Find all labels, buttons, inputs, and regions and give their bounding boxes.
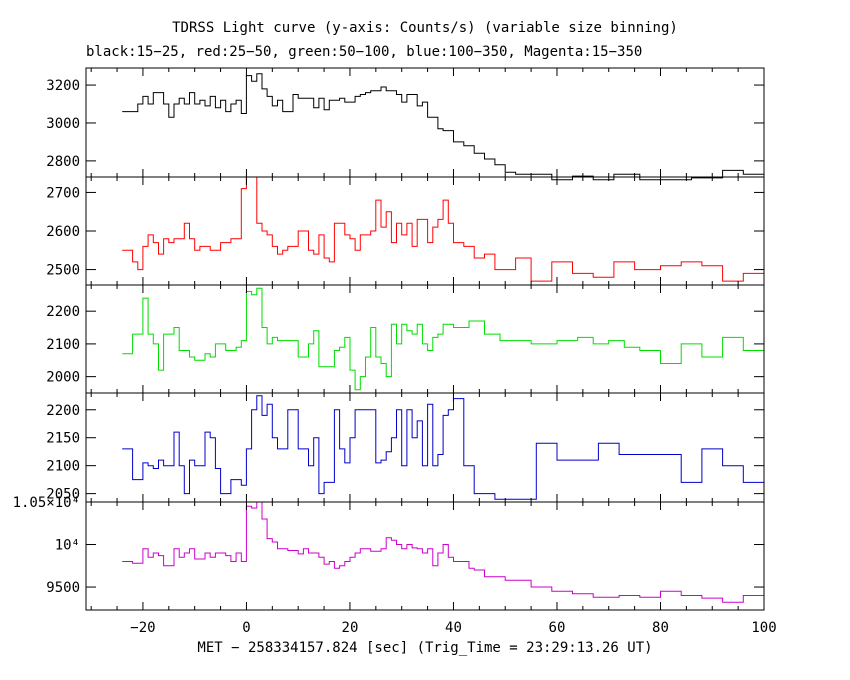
- panel-frame-green: [85, 284, 765, 394]
- y-tick-label-red: 2700: [46, 185, 80, 201]
- y-tick-label-magenta: 9500: [46, 580, 80, 596]
- y-tick-label-blue: 2100: [46, 459, 80, 475]
- panel-frame-black: [85, 67, 765, 178]
- y-tick-label-magenta: 1.05×10⁴: [13, 495, 80, 511]
- y-tick-label-black: 3200: [46, 78, 80, 94]
- x-tick-label: −20: [130, 620, 155, 636]
- x-tick-label: 100: [751, 620, 776, 636]
- series-line-black: [122, 73, 764, 181]
- panel-frame-magenta: [85, 501, 765, 611]
- y-tick-label-green: 2100: [46, 337, 80, 353]
- series-line-green: [122, 287, 765, 391]
- series-line-red: [122, 176, 764, 282]
- x-tick-label: 60: [549, 620, 566, 636]
- y-tick-label-black: 2800: [46, 154, 80, 170]
- x-tick-label: 80: [652, 620, 669, 636]
- chart-subtitle: black:15−25, red:25−50, green:50−100, bl…: [86, 44, 643, 60]
- y-tick-label-green: 2200: [46, 304, 80, 320]
- y-tick-label-blue: 2150: [46, 431, 80, 447]
- series-line-magenta: [122, 501, 764, 603]
- x-tick-label: 40: [445, 620, 462, 636]
- x-tick-label: 0: [242, 620, 250, 636]
- y-tick-label-red: 2500: [46, 263, 80, 279]
- y-tick-label-red: 2600: [46, 224, 80, 240]
- x-axis-label: MET − 258334157.824 [sec] (Trig_Time = 2…: [197, 640, 653, 656]
- x-tick-label: 20: [342, 620, 359, 636]
- chart-title: TDRSS Light curve (y-axis: Counts/s) (va…: [172, 20, 678, 36]
- y-tick-label-black: 3000: [46, 116, 80, 132]
- y-tick-label-blue: 2050: [46, 487, 80, 503]
- panel-frame-blue: [85, 392, 765, 503]
- y-tick-label-green: 2000: [46, 370, 80, 386]
- series-line-blue: [122, 395, 765, 500]
- panel-frame-red: [85, 176, 765, 286]
- y-tick-label-magenta: 10⁴: [55, 538, 80, 554]
- y-tick-label-blue: 2200: [46, 403, 80, 419]
